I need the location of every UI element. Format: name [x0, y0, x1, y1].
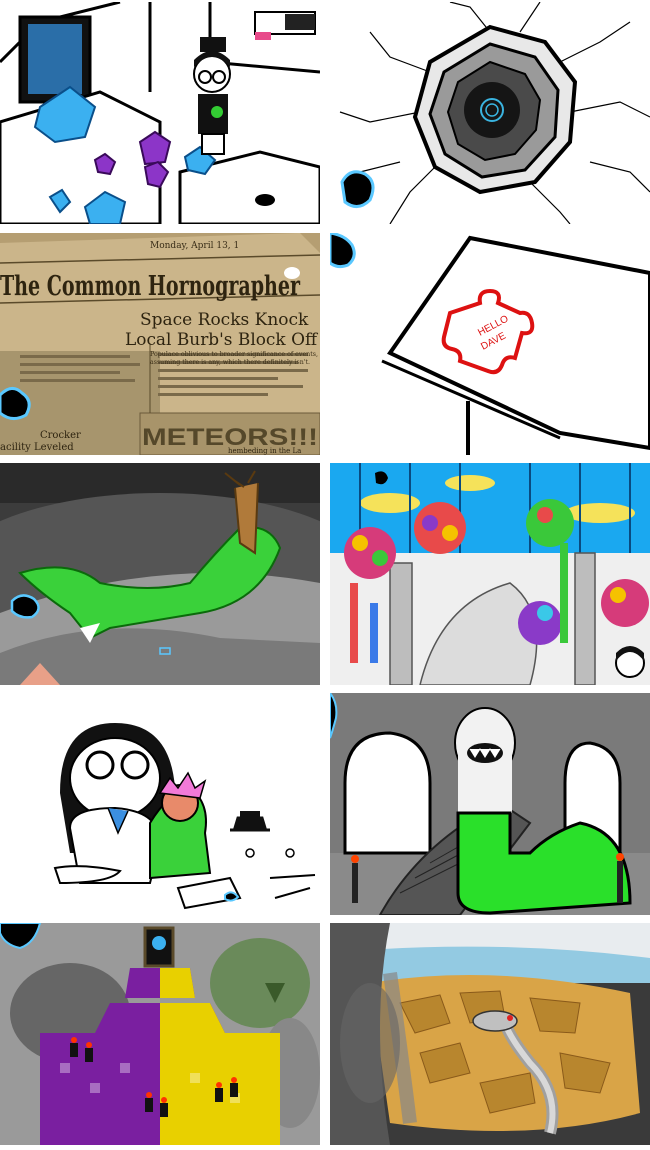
newspaper-date: Monday, April 13, 1 — [150, 241, 239, 251]
atrium-flowers-illustration — [330, 463, 650, 685]
newspaper-masthead: The Common Hornographer — [0, 271, 301, 302]
newspaper-headline-1: Space Rocks Knock — [140, 310, 309, 330]
panel-atrium-flowers — [330, 463, 650, 685]
newspaper-side-text-3: hembeding in the La — [228, 447, 301, 455]
island-terrain-illustration — [0, 463, 320, 685]
puzzle-note-illustration: HELLO DAVE — [330, 233, 650, 455]
panel-crater-hole — [330, 2, 650, 224]
panel-ghost-creature-hall — [330, 693, 650, 915]
newspaper-subhead-2: assuming there is any, which there defin… — [150, 358, 310, 366]
panel-shrine-fireplace — [0, 923, 320, 1145]
bedroom-scene-illustration — [0, 2, 320, 224]
newspaper-subhead-1: Populace oblivious to broader significan… — [150, 350, 318, 358]
girl-and-doll-illustration — [0, 693, 320, 915]
newspaper-banner: METEORS!!! — [142, 424, 318, 451]
ghost-creature-hall-illustration — [330, 693, 650, 915]
panel-bedroom-scene — [0, 2, 320, 224]
newspaper-side-text-1: Crocker — [40, 430, 81, 441]
cavern-serpent-illustration — [330, 923, 650, 1145]
newspaper-headline-2: Local Burb's Block Off — [125, 330, 319, 350]
newspaper-side-text-2: acility Leveled — [0, 442, 74, 453]
shrine-fireplace-illustration — [0, 923, 320, 1145]
panel-puzzle-note: HELLO DAVE — [330, 233, 650, 455]
panel-newspaper: Monday, April 13, 1 The Common Hornograp… — [0, 233, 320, 455]
panel-island-terrain — [0, 463, 320, 685]
panel-cavern-serpent — [330, 923, 650, 1145]
panel-girl-and-doll — [0, 693, 320, 915]
newspaper-illustration: Monday, April 13, 1 The Common Hornograp… — [0, 233, 320, 455]
crater-hole-illustration — [330, 2, 650, 224]
